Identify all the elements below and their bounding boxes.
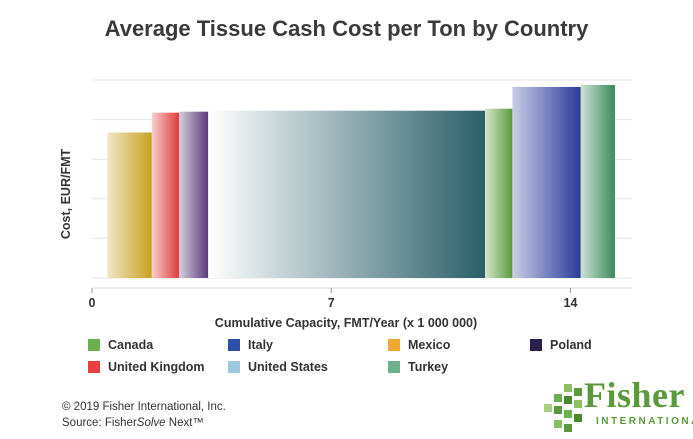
bar-united-states (208, 110, 486, 278)
legend-swatch (530, 339, 542, 351)
legend-item-mexico: Mexico (388, 338, 450, 352)
bar-canada (485, 108, 513, 279)
chart-title: Average Tissue Cash Cost per Ton by Coun… (104, 16, 589, 41)
bar-mexico (107, 132, 152, 278)
x-tick-label: 0 (89, 296, 96, 310)
legend-label: Italy (248, 338, 274, 352)
legend-item-canada: Canada (88, 338, 153, 352)
bar-italy (512, 86, 581, 279)
legend-label: United Kingdom (108, 360, 205, 374)
legend-label: Canada (108, 338, 154, 352)
legend-item-united-states: United States (228, 360, 328, 374)
legend-label: United States (248, 360, 328, 374)
legend-swatch (228, 339, 240, 351)
source-text: Source: FisherSolve Next™ (62, 415, 226, 431)
legend-swatch (228, 361, 240, 373)
legend-swatch (88, 339, 100, 351)
source-prefix: Source: Fisher (62, 417, 137, 429)
legend-swatch (388, 361, 400, 373)
legend-label: Mexico (408, 338, 451, 352)
x-axis-label: Cumulative Capacity, FMT/Year (x 1 000 0… (215, 316, 477, 330)
logo-subtitle: INTERNATIONAL (596, 416, 693, 427)
logo-name: Fisher (584, 375, 685, 415)
source-italic: Solve (136, 417, 166, 429)
legend-item-united-kingdom: United Kingdom (88, 360, 205, 374)
bar-poland (179, 111, 209, 279)
bar-united-kingdom (151, 112, 180, 278)
legend-label: Poland (550, 338, 592, 352)
x-axis: 0 7 14 (89, 287, 632, 310)
legend-swatch (88, 361, 100, 373)
logo-squares-icon (544, 384, 582, 432)
legend-item-turkey: Turkey (388, 360, 448, 374)
fisher-logo: Fisher INTERNATIONAL (538, 375, 693, 438)
copyright-text: © 2019 Fisher International, Inc. (62, 401, 226, 413)
legend-item-italy: Italy (228, 338, 273, 352)
source-suffix: Next™ (165, 417, 204, 429)
bars (107, 84, 615, 279)
y-axis-label: Cost, EUR/FMT (59, 149, 73, 240)
footer: © 2019 Fisher International, Inc. Source… (62, 399, 226, 431)
chart: 0 7 14 Cost, EUR/FMT Cumulative Capacity, … (59, 79, 632, 330)
legend-swatch (388, 339, 400, 351)
legend-item-poland: Poland (530, 338, 592, 352)
x-tick-label: 7 (328, 296, 335, 310)
x-tick-label: 14 (564, 296, 578, 310)
legend-label: Turkey (408, 360, 449, 374)
bar-turkey (580, 84, 615, 278)
